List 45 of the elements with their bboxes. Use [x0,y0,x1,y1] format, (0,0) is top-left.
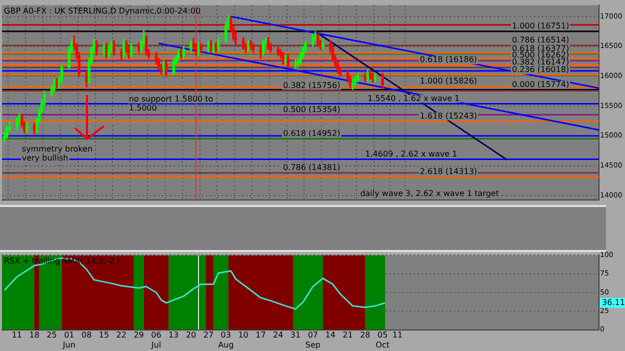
x-tick-label: 05 Oct [376,330,390,350]
x-tick-label: 31 [290,330,301,340]
chart-title: GBP A0-FX : UK STERLING,D Dynamic,0:00-24:00 [4,6,201,16]
x-tick-label: 01 Jun [62,330,76,350]
x-tick-label: 07 Sep [305,330,320,350]
annotation: 0.000 (15774) [512,80,570,89]
annotation: 1.4609 , 2.62 x wave 1 [365,149,458,158]
annotation: 0.500 (15354) [283,104,340,114]
x-tick-label: 28 [360,330,370,340]
annotation: 0.382 (15756) [283,80,340,90]
x-tick-label: 24 [273,330,284,340]
x-tick-label: 21 [342,330,353,340]
x-tick-label: 13 [168,330,179,340]
x-tick-label: 22 [116,330,126,340]
x-tick-label: 10 [238,330,248,340]
annotation: no support 1.5800 to 1.5000 [128,94,214,112]
annotation: 36.11 [602,298,625,307]
annotation: 0.618 (14952) [283,128,340,138]
annotation: 0.618 (16186) [420,55,478,64]
x-tick-label: 27 [203,330,214,340]
annotation: 0.786 (14381) [283,162,340,172]
x-tick-label: 25 [46,330,57,340]
x-tick-label: 03 Aug [218,330,234,350]
annotation: 2.618 (14313) [420,167,478,176]
annotation: 0.236 (16018) [512,65,570,74]
annotation: 1.000 (16751) [512,21,570,30]
x-tick-label: 18 [29,330,40,340]
annotation: 1.000 (15826) [420,76,478,86]
x-tick-label: 20 [186,330,196,340]
annotation: 0.618 (16377) [512,44,570,53]
annotation: 0.382 (16147) [512,58,570,67]
annotation: 0.786 (16514) [512,36,570,45]
annotation: daily wave 3, 2.62 x wave 1 target [360,188,499,198]
annotation: 1.5540 , 1.62 x wave 1 [368,94,460,103]
x-tick-label: 08 [81,330,92,340]
x-tick-label: 17 [256,330,266,340]
x-tick-label: 14 [325,330,336,340]
annotation: 0.500 (16262) [512,50,570,60]
annotation: symmetry broken very bullish [22,144,92,162]
x-tick-label: 11 [12,330,22,340]
x-tick-label: 15 [98,330,110,340]
x-tick-label: 29 [134,330,144,340]
annotation: 1.618 (15243) [420,112,478,120]
x-tick-label: 06 Jul [150,330,162,350]
x-tick-label: 11 [392,330,403,340]
